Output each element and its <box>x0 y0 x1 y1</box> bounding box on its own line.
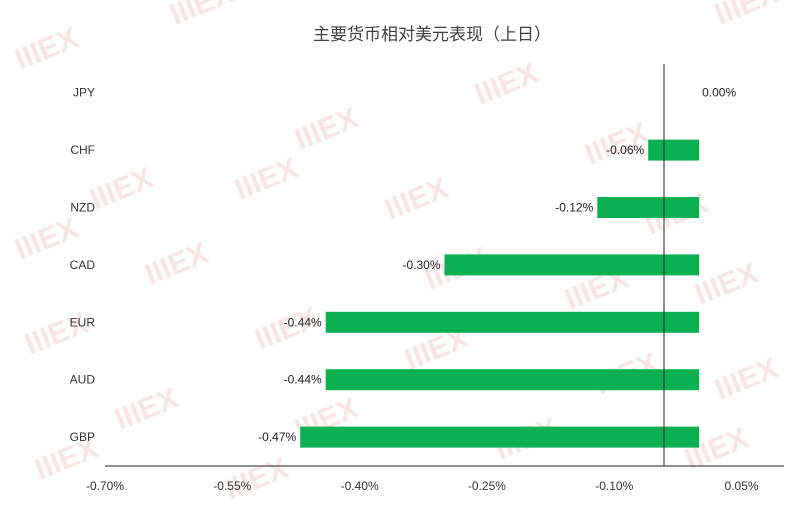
data-labels: 0.00% -0.06% -0.12% -0.30% -0.44% -0.44% -0.47… <box>258 86 736 444</box>
watermark-logo: IIIEX <box>165 0 238 31</box>
bar-gbp <box>300 426 700 448</box>
data-label-cad: -0.30% <box>402 258 440 272</box>
x-tick-labels: -0.70% -0.55% -0.40% -0.25% -0.10% 0.05% <box>86 479 759 493</box>
category-label-aud: AUD <box>70 373 96 387</box>
watermark-logo: IIIEX <box>470 57 543 112</box>
watermark-logo: IIIEX <box>710 352 783 407</box>
category-label-eur: EUR <box>70 315 96 329</box>
x-tick-label: -0.10% <box>595 479 633 493</box>
watermark-logo: IIIEX <box>140 237 213 292</box>
watermark-logo: IIIEX <box>380 172 453 227</box>
bar-group <box>300 139 700 448</box>
bar-aud <box>325 369 700 391</box>
bar-cad <box>444 254 700 276</box>
chart-title: 主要货币相对美元表现（上日） <box>313 25 551 44</box>
data-label-nzd: -0.12% <box>555 201 593 215</box>
watermark-logo: IIIEX <box>230 152 303 207</box>
watermark-logo: IIIEX <box>710 0 783 31</box>
data-label-jpy: 0.00% <box>702 86 736 100</box>
watermark-logo: IIIEX <box>85 162 158 217</box>
x-tick-label: -0.40% <box>341 479 379 493</box>
category-labels: JPY CHF NZD CAD EUR AUD GBP <box>70 86 96 444</box>
x-tick-label: 0.05% <box>725 479 759 493</box>
bar-eur <box>325 311 700 333</box>
x-tick-label: -0.55% <box>213 479 251 493</box>
watermark-logo: IIIEX <box>290 102 363 157</box>
category-label-cad: CAD <box>70 258 96 272</box>
category-label-jpy: JPY <box>73 86 95 100</box>
x-tick-label: -0.70% <box>86 479 124 493</box>
watermark-logo: IIIEX <box>110 382 183 437</box>
data-label-gbp: -0.47% <box>258 430 296 444</box>
watermark-logo: IIIEX <box>690 257 763 312</box>
data-label-aud: -0.44% <box>284 373 322 387</box>
bar-nzd <box>597 197 700 218</box>
category-label-gbp: GBP <box>70 430 95 444</box>
category-label-nzd: NZD <box>70 201 95 215</box>
category-label-chf: CHF <box>70 143 95 157</box>
data-label-chf: -0.06% <box>606 143 644 157</box>
x-tick-label: -0.25% <box>468 479 506 493</box>
bar-chf <box>648 139 700 161</box>
data-label-eur: -0.44% <box>284 315 322 329</box>
watermark-logo: IIIEX <box>10 22 83 77</box>
